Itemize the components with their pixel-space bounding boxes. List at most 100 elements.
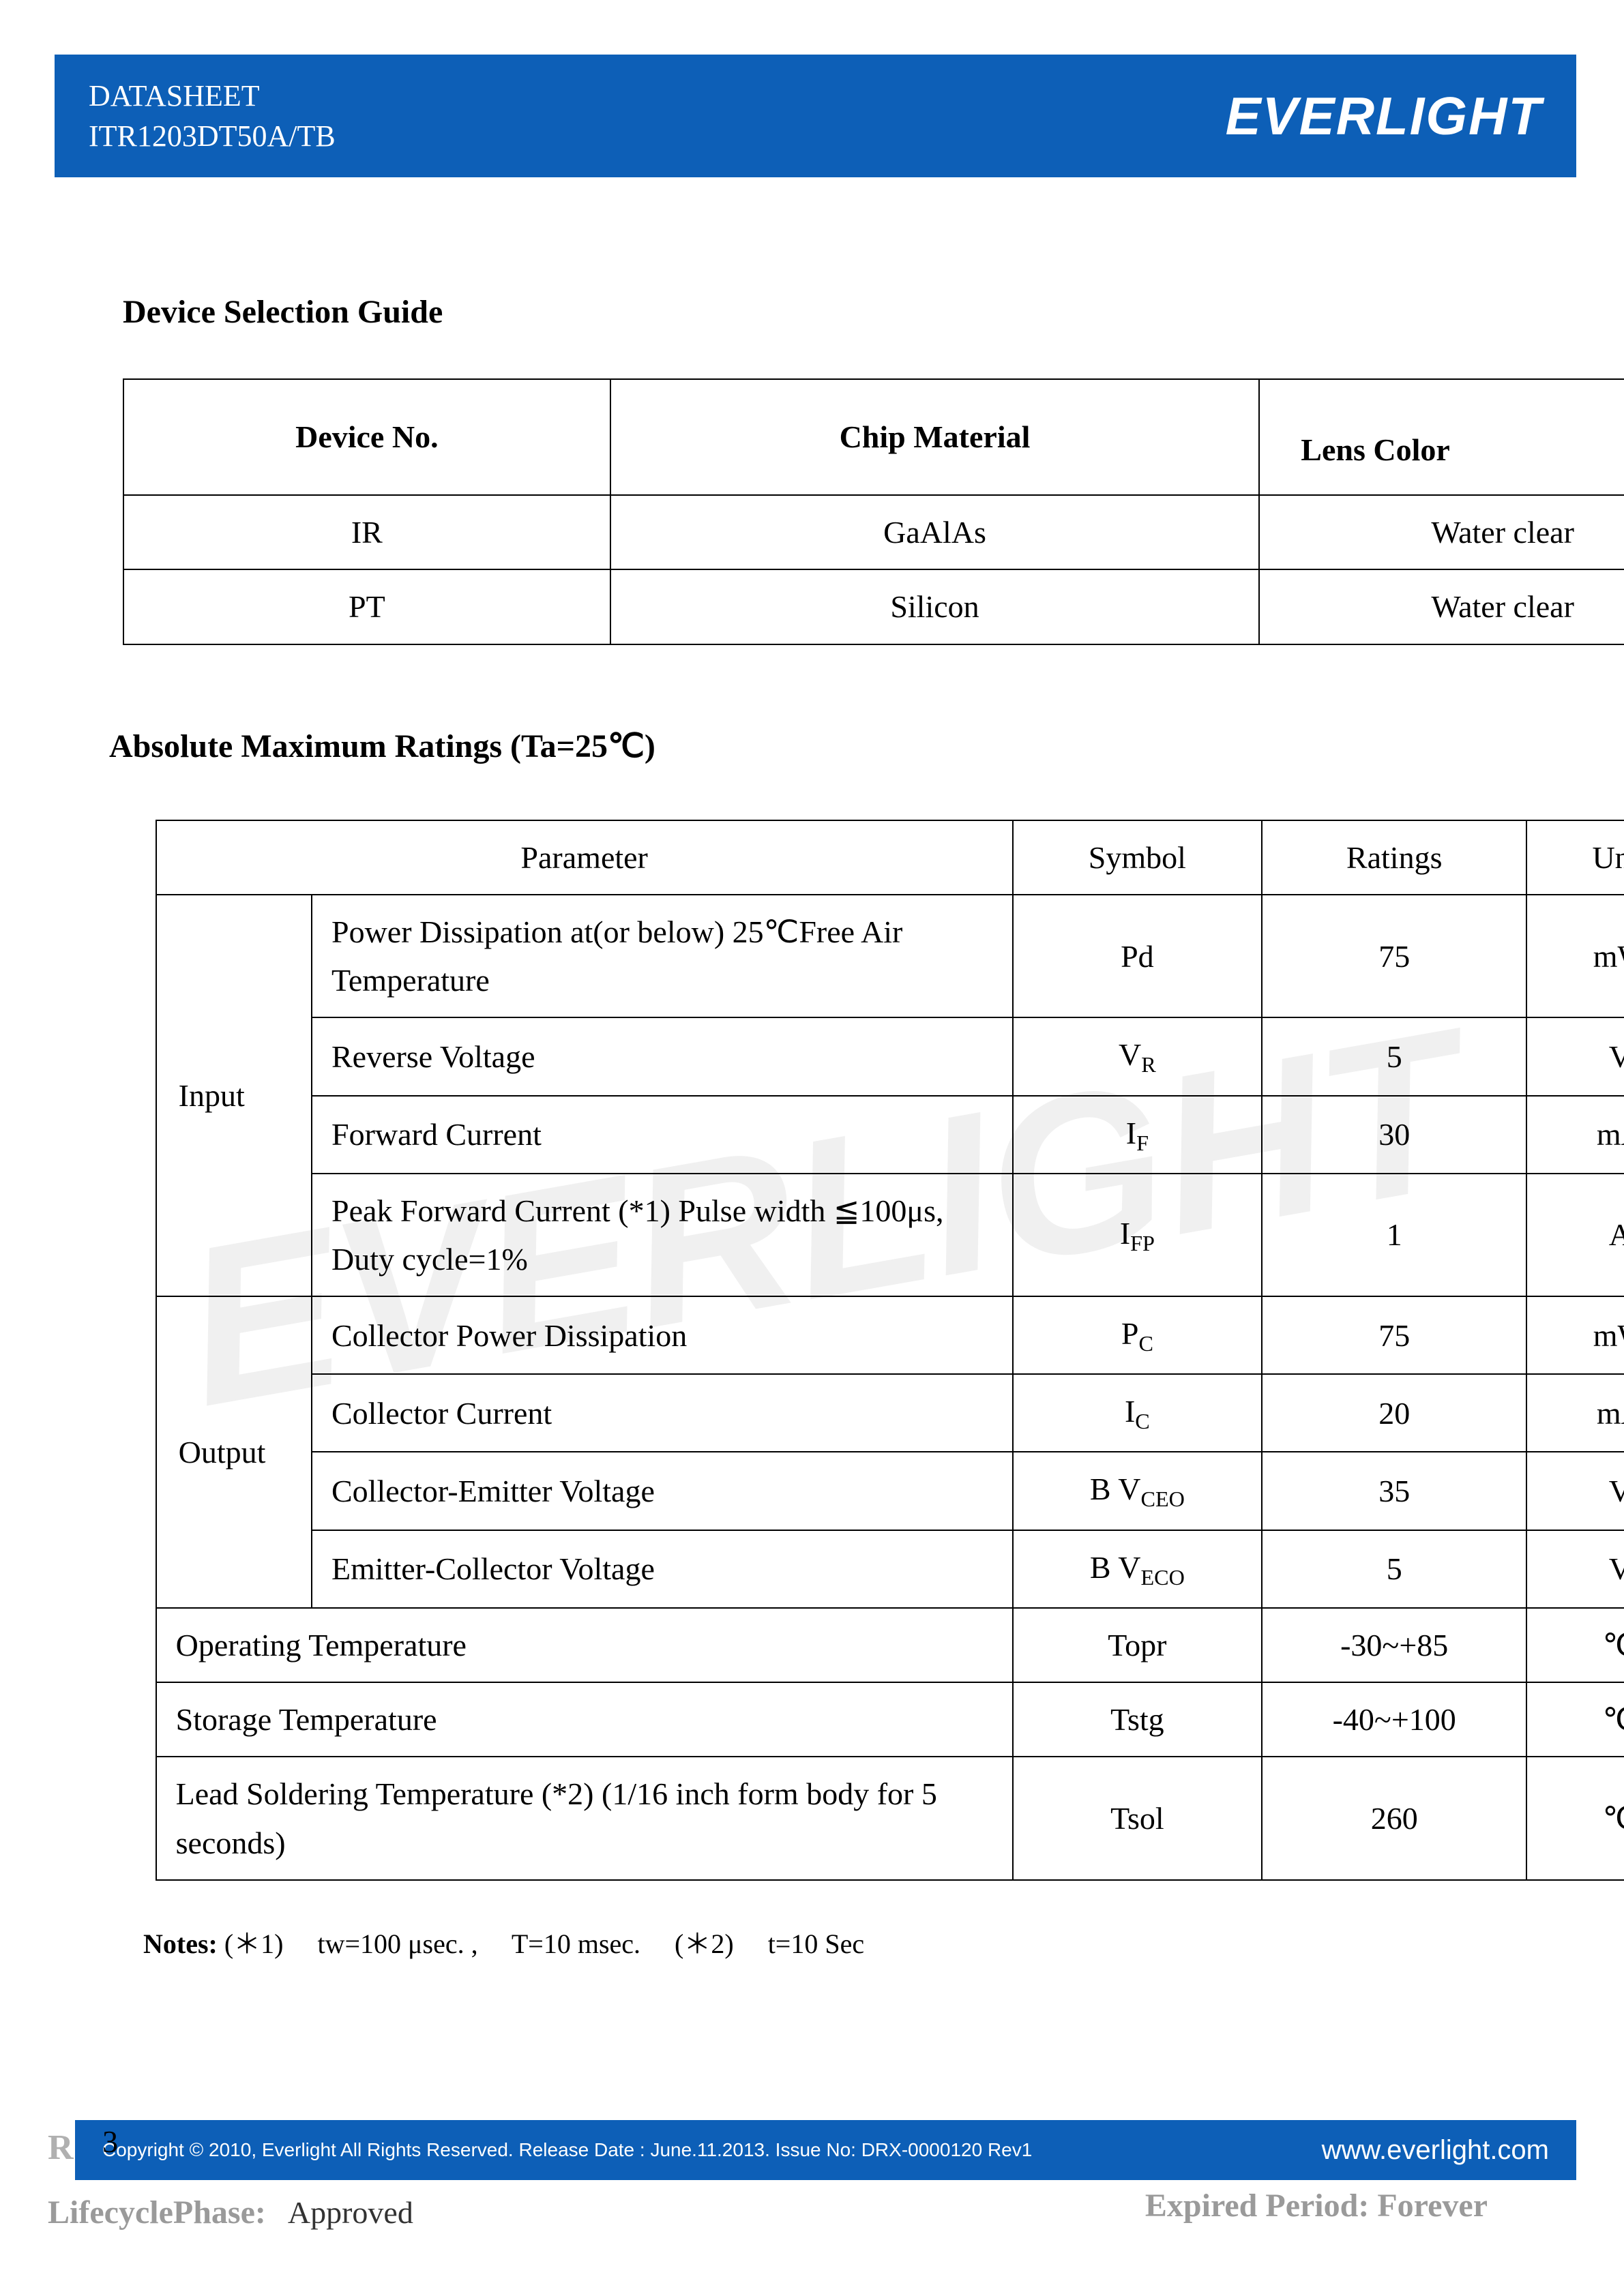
table-row: Emitter-Collector VoltageB VECO5V <box>156 1530 1624 1608</box>
cell: Peak Forward Current (*1) Pulse width ≦1… <box>312 1174 1013 1297</box>
cell: V <box>1526 1452 1624 1530</box>
col-unit: Unit <box>1526 820 1624 895</box>
col-lens-color: Lens Color <box>1259 379 1624 495</box>
ghost-letter: R <box>48 2128 74 2168</box>
cell: IR <box>123 495 610 569</box>
page-header: DATASHEET ITR1203DT50A/TB EVERLIGHT <box>55 55 1576 177</box>
table-row: Storage TemperatureTstg-40~+100℃ <box>156 1682 1624 1757</box>
cell: 5 <box>1262 1017 1526 1095</box>
cell: 30 <box>1262 1096 1526 1174</box>
group-label: Output <box>156 1296 312 1607</box>
cell: B VECO <box>1013 1530 1262 1608</box>
section-title-ratings: Absolute Maximum Ratings (Ta=25℃) <box>109 727 1624 765</box>
note-1-tw: tw=100 μsec. , <box>318 1928 478 1959</box>
cell: IF <box>1013 1096 1262 1174</box>
table-row: Reverse VoltageVR5V <box>156 1017 1624 1095</box>
cell: Operating Temperature <box>156 1608 1013 1682</box>
cell: Tsol <box>1013 1757 1262 1880</box>
datasheet-page: DATASHEET ITR1203DT50A/TB EVERLIGHT EVER… <box>0 0 1624 2296</box>
section-title-selection: Device Selection Guide <box>123 293 1624 331</box>
cell: IFP <box>1013 1174 1262 1297</box>
table-row: Forward CurrentIF30mA <box>156 1096 1624 1174</box>
header-title-line2: ITR1203DT50A/TB <box>89 116 336 156</box>
expired-period: Expired Period: Forever <box>1145 2187 1488 2224</box>
cell: Water clear <box>1259 495 1624 569</box>
cell: Silicon <box>610 569 1260 644</box>
cell: IC <box>1013 1374 1262 1452</box>
cell: V <box>1526 1530 1624 1608</box>
col-symbol: Symbol <box>1013 820 1262 895</box>
lifecycle-label: LifecyclePhase: <box>48 2194 266 2231</box>
cell: mA <box>1526 1374 1624 1452</box>
col-ratings: Ratings <box>1262 820 1526 895</box>
cell: -30~+85 <box>1262 1608 1526 1682</box>
cell: mW <box>1526 895 1624 1018</box>
table-row: InputPower Dissipation at(or below) 25℃F… <box>156 895 1624 1018</box>
group-label: Input <box>156 895 312 1296</box>
note-1-t: T=10 msec. <box>512 1928 640 1959</box>
ratings-table: Parameter Symbol Ratings Unit InputPower… <box>156 820 1624 1881</box>
note-1-marker: (＊1) <box>224 1928 284 1959</box>
cell: Reverse Voltage <box>312 1017 1013 1095</box>
cell: 75 <box>1262 895 1526 1018</box>
cell: Collector-Emitter Voltage <box>312 1452 1013 1530</box>
cell: 20 <box>1262 1374 1526 1452</box>
cell: Forward Current <box>312 1096 1013 1174</box>
cell: 260 <box>1262 1757 1526 1880</box>
cell: -40~+100 <box>1262 1682 1526 1757</box>
col-device-no: Device No. <box>123 379 610 495</box>
cell: 1 <box>1262 1174 1526 1297</box>
notes-line: Notes: (＊1) tw=100 μsec. , T=10 msec. (＊… <box>143 1922 1624 1961</box>
note-2-t: t=10 Sec <box>768 1928 864 1959</box>
cell: Tstg <box>1013 1682 1262 1757</box>
page-footer: Copyright © 2010, Everlight All Rights R… <box>75 2120 1576 2180</box>
footer-copyright: Copyright © 2010, Everlight All Rights R… <box>102 2139 1295 2161</box>
cell: Pd <box>1013 895 1262 1018</box>
cell: 5 <box>1262 1530 1526 1608</box>
cell: ℃ <box>1526 1682 1624 1757</box>
cell: GaAlAs <box>610 495 1260 569</box>
cell: mA <box>1526 1096 1624 1174</box>
col-chip-material: Chip Material <box>610 379 1260 495</box>
cell: ℃ <box>1526 1757 1624 1880</box>
cell: PC <box>1013 1296 1262 1374</box>
header-left-block: DATASHEET ITR1203DT50A/TB <box>89 76 336 157</box>
table-row: Lead Soldering Temperature (*2) (1/16 in… <box>156 1757 1624 1880</box>
cell: Topr <box>1013 1608 1262 1682</box>
note-2-marker: (＊2) <box>675 1928 734 1959</box>
cell: ℃ <box>1526 1608 1624 1682</box>
table-row: Collector-Emitter VoltageB VCEO35V <box>156 1452 1624 1530</box>
table-row: OutputCollector Power DissipationPC75mW <box>156 1296 1624 1374</box>
table-row: PT Silicon Water clear <box>123 569 1624 644</box>
cell: Lead Soldering Temperature (*2) (1/16 in… <box>156 1757 1013 1880</box>
cell: VR <box>1013 1017 1262 1095</box>
device-selection-table: Device No. Chip Material Lens Color IR G… <box>123 378 1624 645</box>
page-content: Device Selection Guide Device No. Chip M… <box>123 293 1624 1961</box>
cell: 35 <box>1262 1452 1526 1530</box>
cell: Power Dissipation at(or below) 25℃Free A… <box>312 895 1013 1018</box>
cell: mW <box>1526 1296 1624 1374</box>
cell: Collector Power Dissipation <box>312 1296 1013 1374</box>
table-row: Peak Forward Current (*1) Pulse width ≦1… <box>156 1174 1624 1297</box>
brand-logo: EVERLIGHT <box>1226 85 1542 147</box>
cell: V <box>1526 1017 1624 1095</box>
header-title-line1: DATASHEET <box>89 76 336 116</box>
lifecycle-phase: LifecyclePhase: Approved <box>48 2194 413 2231</box>
page-number: 3 <box>102 2123 118 2160</box>
cell: Collector Current <box>312 1374 1013 1452</box>
cell: Storage Temperature <box>156 1682 1013 1757</box>
cell: 75 <box>1262 1296 1526 1374</box>
col-parameter: Parameter <box>156 820 1013 895</box>
footer-url[interactable]: www.everlight.com <box>1322 2135 1549 2166</box>
cell: A <box>1526 1174 1624 1297</box>
table-row: Collector CurrentIC20mA <box>156 1374 1624 1452</box>
table-header-row: Parameter Symbol Ratings Unit <box>156 820 1624 895</box>
notes-label: Notes: <box>143 1928 218 1959</box>
table-header-row: Device No. Chip Material Lens Color <box>123 379 1624 495</box>
table-row: IR GaAlAs Water clear <box>123 495 1624 569</box>
cell: PT <box>123 569 610 644</box>
cell: Water clear <box>1259 569 1624 644</box>
cell: B VCEO <box>1013 1452 1262 1530</box>
lifecycle-value: Approved <box>288 2195 413 2230</box>
cell: Emitter-Collector Voltage <box>312 1530 1013 1608</box>
